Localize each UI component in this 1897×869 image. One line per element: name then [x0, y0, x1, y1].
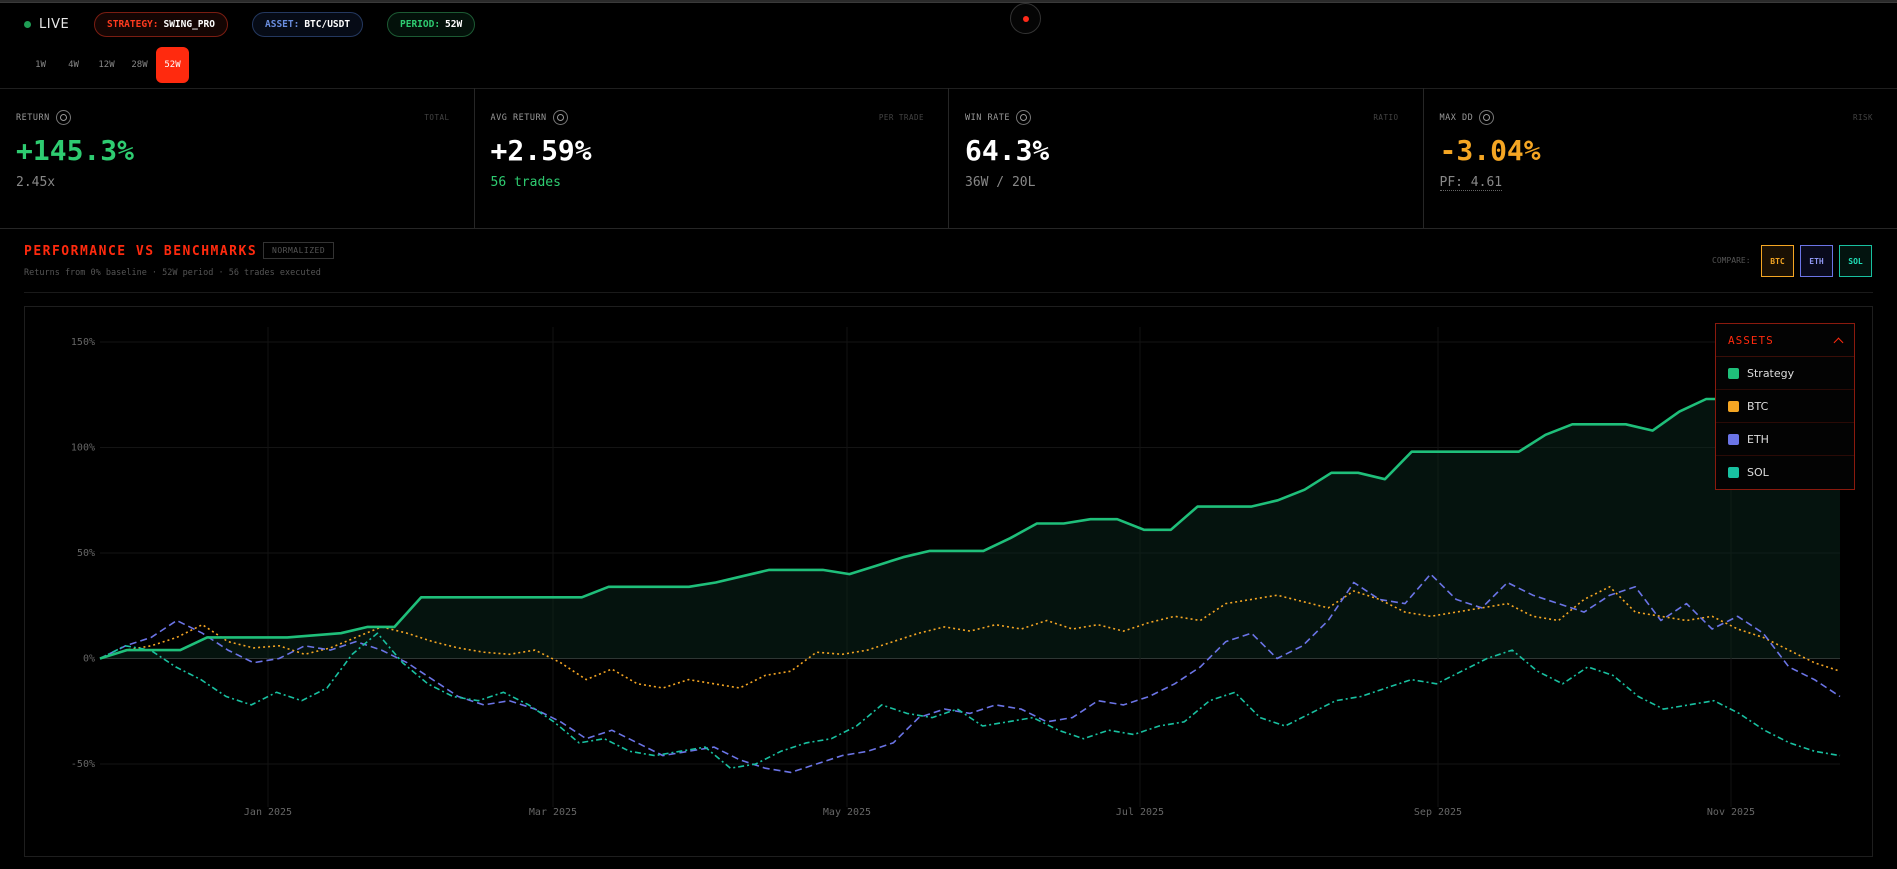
sol-line — [99, 632, 1841, 769]
compare-sol-button[interactable]: SOL — [1839, 245, 1872, 277]
stat-label-text: WIN RATE — [965, 112, 1010, 123]
stat-label-win-rate: WIN RATE — [965, 110, 1031, 125]
chart-frame: 150% 100% 50% 0% -50% Jan 2025 Mar 2025 May 202… — [24, 306, 1873, 857]
stat-label-text: AVG RETURN — [490, 112, 547, 123]
stat-avg-return: AVG RETURN PER TRADE +2.59% 56 trades — [475, 88, 949, 228]
panel-title: PERFORMANCE VS BENCHMARKS — [24, 244, 258, 259]
legend-label: ETH — [1747, 432, 1769, 446]
compare-eth-button[interactable]: ETH — [1800, 245, 1833, 277]
x-tick-label: Nov 2025 — [1707, 807, 1755, 818]
asset-value: BTC/USDT — [304, 19, 351, 30]
stat-sub: 56 trades — [490, 175, 561, 190]
stat-value: -3.04% — [1439, 134, 1541, 167]
stat-tag: PER TRADE — [878, 113, 924, 122]
y-tick-label: 150% — [71, 337, 95, 348]
stat-sub-wrap: PF: 4.61 — [1439, 175, 1503, 191]
assets-legend: ASSETS Strategy BTC ETH SOL — [1715, 323, 1855, 490]
x-tick-label: Mar 2025 — [529, 807, 577, 818]
stat-tag: RISK — [1852, 113, 1873, 122]
record-dot-icon — [1022, 15, 1029, 22]
stat-tag: TOTAL — [424, 113, 450, 122]
y-tick-label: 50% — [77, 548, 95, 559]
legend-item-btc[interactable]: BTC — [1716, 390, 1854, 423]
performance-chart[interactable]: 150% 100% 50% 0% -50% Jan 2025 Mar 2025 May 202… — [25, 307, 1874, 858]
stat-sub: 2.45x — [16, 175, 56, 190]
stat-value: 64.3% — [965, 134, 1050, 167]
stat-sub: 36W / 20L — [965, 175, 1036, 190]
stat-label-avg-return: AVG RETURN — [491, 110, 568, 125]
y-tick-label: 100% — [71, 443, 95, 454]
info-icon[interactable] — [552, 110, 568, 125]
live-dot-icon — [24, 21, 31, 28]
period-tabs: 1W 4W 12W 28W 52W — [24, 47, 189, 83]
period-value: 52W — [445, 19, 463, 30]
live-label: LIVE — [39, 17, 70, 32]
tab-1w[interactable]: 1W — [35, 60, 46, 70]
asset-pill[interactable]: ASSET: BTC/USDT — [252, 12, 364, 37]
stat-label-max-dd: MAX DD — [1440, 110, 1495, 125]
legend-item-eth[interactable]: ETH — [1716, 423, 1854, 456]
panel-subtitle: Returns from 0% baseline · 52W period · … — [24, 268, 321, 278]
stat-max-dd: MAX DD RISK -3.04% PF: 4.61 — [1424, 88, 1897, 228]
chevron-up-icon — [1833, 337, 1844, 347]
strategy-key: STRATEGY: — [107, 19, 159, 30]
stat-label-text: MAX DD — [1439, 112, 1474, 123]
period-key: PERIOD: — [400, 19, 441, 30]
legend-swatch — [1728, 433, 1739, 445]
period-pill[interactable]: PERIOD: 52W — [387, 12, 476, 37]
legend-title: ASSETS — [1728, 333, 1774, 347]
legend-swatch — [1728, 467, 1739, 478]
compare-label: COMPARE: — [1712, 256, 1751, 265]
normalized-badge: NORMALIZED — [263, 242, 335, 259]
tab-52w[interactable]: 52W — [156, 47, 189, 83]
stat-sub: PF: 4.61 — [1439, 175, 1503, 191]
top-border — [0, 0, 1897, 3]
legend-label: SOL — [1747, 466, 1769, 479]
asset-key: ASSET: — [265, 19, 300, 30]
eth-line — [99, 573, 1841, 774]
x-tick-label: Sep 2025 — [1414, 807, 1462, 818]
tab-12w[interactable]: 12W — [98, 60, 115, 70]
stat-value: +2.59% — [490, 134, 592, 167]
x-tick-label: Jan 2025 — [244, 807, 292, 818]
btc-line — [99, 586, 1841, 689]
legend-swatch — [1728, 367, 1739, 379]
legend-item-sol[interactable]: SOL — [1716, 456, 1854, 489]
stat-tag: RATIO — [1373, 113, 1399, 122]
strategy-pill[interactable]: STRATEGY: SWING_PRO — [94, 12, 228, 37]
info-icon[interactable] — [55, 110, 71, 125]
live-indicator: LIVE — [24, 17, 69, 32]
y-tick-label: -50% — [71, 759, 95, 770]
stats-row: RETURN TOTAL +145.3% 2.45x AVG RETURN PE… — [0, 88, 1897, 229]
stat-win-rate: WIN RATE RATIO 64.3% 36W / 20L — [949, 88, 1424, 228]
top-bar: LIVE STRATEGY: SWING_PRO ASSET: BTC/USDT… — [0, 3, 1897, 89]
tab-28w[interactable]: 28W — [131, 60, 148, 70]
tab-4w[interactable]: 4W — [68, 60, 79, 70]
strategy-area — [100, 399, 1840, 659]
panel-divider — [24, 292, 1873, 293]
legend-item-strategy[interactable]: Strategy — [1716, 357, 1854, 390]
stat-return: RETURN TOTAL +145.3% 2.45x — [0, 88, 475, 228]
strategy-value: SWING_PRO — [163, 19, 215, 30]
info-icon[interactable] — [1015, 110, 1031, 125]
stat-label-return: RETURN — [16, 110, 71, 125]
legend-header[interactable]: ASSETS — [1716, 324, 1854, 357]
compare-btc-button[interactable]: BTC — [1761, 245, 1794, 277]
record-button[interactable] — [1010, 3, 1041, 34]
stat-value: +145.3% — [16, 134, 135, 167]
legend-swatch — [1728, 400, 1739, 412]
legend-label: BTC — [1747, 399, 1769, 413]
legend-label: Strategy — [1747, 366, 1795, 380]
info-icon[interactable] — [1479, 110, 1495, 125]
x-tick-label: Jul 2025 — [1116, 807, 1164, 818]
x-tick-label: May 2025 — [823, 807, 871, 818]
strategy-line — [99, 397, 1840, 660]
stat-label-text: RETURN — [16, 112, 50, 123]
y-tick-label: 0% — [83, 654, 95, 665]
